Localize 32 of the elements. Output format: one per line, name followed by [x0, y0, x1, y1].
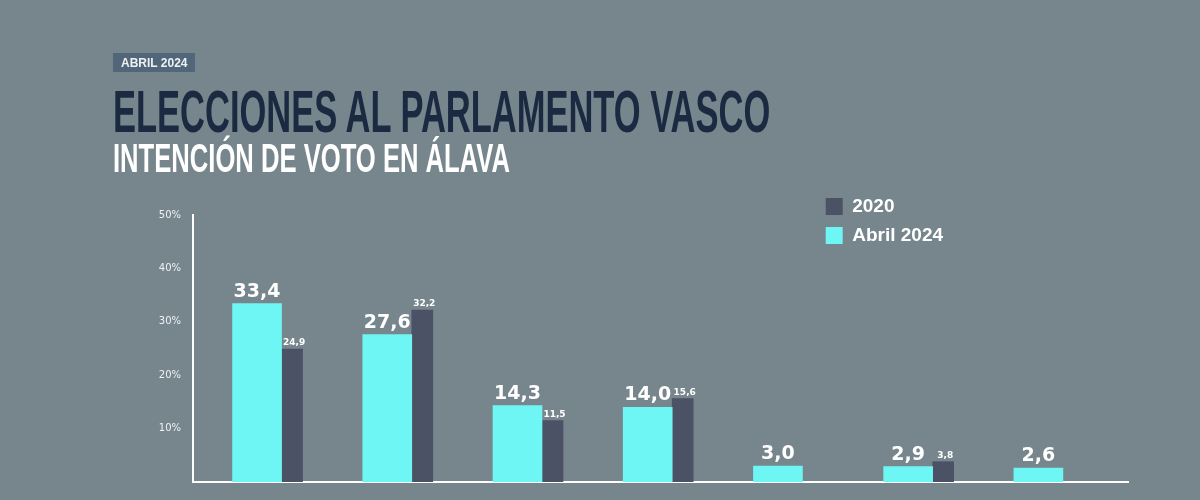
- y-tick-label: 20%: [158, 368, 181, 380]
- y-tick-label: 10%: [158, 422, 181, 434]
- text: ABRIL 2024: [121, 55, 188, 70]
- bar: [932, 461, 954, 482]
- bar: [362, 334, 413, 482]
- data-label: 2,9: [891, 441, 925, 464]
- y-tick-label: 30%: [158, 315, 181, 327]
- data-label: 2,6: [1021, 443, 1056, 466]
- bar: [232, 303, 282, 482]
- bar: [753, 465, 803, 482]
- data-label: 32,2: [413, 298, 436, 309]
- y-tick-label: 40%: [158, 261, 181, 273]
- bar: [671, 398, 694, 482]
- bar: [1013, 467, 1064, 482]
- data-label: 15,6: [673, 386, 696, 397]
- data-label: 3,0: [761, 440, 795, 463]
- bar: [492, 405, 543, 482]
- data-label: 33,4: [233, 278, 281, 301]
- bar: [411, 309, 434, 482]
- data-label: 14,3: [494, 380, 541, 403]
- legend-label: 2020: [852, 194, 895, 216]
- bar: [281, 348, 303, 482]
- data-label: 27,6: [363, 309, 411, 332]
- data-label: 14,0: [624, 382, 672, 405]
- y-tick-label: 50%: [158, 208, 181, 220]
- data-label: 3,8: [937, 449, 954, 460]
- bar: [541, 420, 564, 482]
- bar: [622, 406, 673, 482]
- legend-label: Abril 2024: [852, 223, 944, 245]
- bar: [883, 466, 933, 482]
- data-label: 24,9: [282, 337, 306, 348]
- data-label: 11,5: [543, 408, 566, 419]
